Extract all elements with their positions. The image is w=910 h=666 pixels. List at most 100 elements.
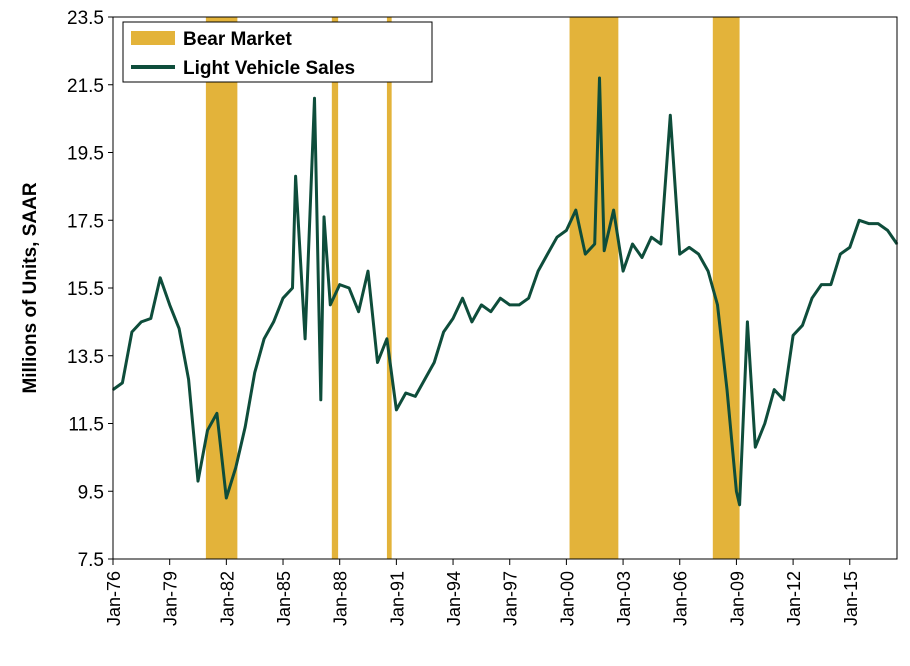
data-point (329, 304, 332, 306)
data-point (225, 497, 228, 499)
data-point (405, 392, 407, 394)
data-point (323, 216, 325, 218)
legend-label-light-vehicle-sales: Light Vehicle Sales (183, 58, 355, 79)
y-tick-label: 19.5 (67, 144, 104, 165)
bear-market-band (569, 17, 619, 559)
data-point (490, 310, 492, 313)
data-point (121, 382, 124, 384)
data-point (556, 236, 558, 238)
data-point (140, 321, 143, 323)
data-point (697, 253, 700, 255)
data-point (867, 222, 870, 225)
data-point (471, 321, 473, 323)
x-tick-label: Jan-79 (161, 571, 181, 626)
data-point (754, 446, 757, 449)
data-point (178, 327, 180, 330)
data-point (313, 97, 316, 100)
data-point (452, 317, 454, 320)
data-point (631, 243, 634, 245)
x-tick-label: Jan-85 (274, 571, 294, 626)
x-tick-label: Jan-82 (217, 571, 237, 626)
bear-market-band (386, 17, 392, 559)
x-tick-label: Jan-88 (331, 571, 351, 626)
data-point (244, 426, 246, 428)
data-point (678, 253, 681, 255)
data-point (773, 388, 775, 391)
data-point (811, 297, 813, 300)
bear-market-band (331, 17, 339, 559)
data-point (348, 287, 350, 289)
x-tick-label: Jan-00 (557, 571, 577, 626)
data-point (584, 253, 587, 255)
y-tick-label: 21.5 (67, 76, 104, 97)
data-point (546, 253, 549, 255)
data-point (442, 331, 445, 333)
data-point (168, 304, 171, 306)
data-point (395, 409, 398, 411)
data-point (593, 243, 596, 245)
x-tick-label: Jan-94 (444, 571, 464, 626)
data-point (272, 321, 275, 323)
data-point (433, 361, 436, 364)
data-point (877, 222, 879, 225)
data-point (764, 422, 766, 425)
data-point (565, 229, 568, 232)
data-point (707, 270, 709, 272)
data-point (527, 297, 530, 300)
data-point (216, 412, 218, 415)
data-point (820, 283, 823, 286)
data-point (423, 378, 426, 381)
data-point (235, 466, 237, 469)
x-tick-label: Jan-76 (104, 571, 124, 626)
data-point (669, 114, 672, 116)
data-point (518, 304, 520, 306)
data-point (386, 338, 388, 340)
data-point (650, 236, 653, 238)
data-point (291, 287, 294, 289)
data-point (480, 304, 483, 306)
data-point (376, 361, 379, 364)
data-point (282, 297, 284, 300)
data-point (598, 77, 601, 79)
data-point (716, 304, 719, 306)
data-point (150, 317, 152, 320)
data-point (792, 334, 794, 337)
data-point (886, 229, 889, 232)
data-point (338, 283, 341, 286)
x-tick-label: Jan-06 (671, 571, 691, 626)
data-point (726, 388, 728, 391)
data-point (830, 283, 832, 286)
data-point (263, 338, 265, 340)
data-point (641, 256, 643, 259)
data-point (801, 324, 804, 327)
x-tick-label: Jan-15 (841, 571, 861, 626)
data-point (839, 253, 842, 255)
data-point (461, 297, 464, 300)
data-point (688, 246, 690, 249)
data-point (782, 399, 785, 401)
data-point (622, 270, 624, 272)
data-point (858, 219, 860, 222)
x-tick-label: Jan-03 (614, 571, 634, 626)
data-point (508, 304, 511, 306)
x-tick-label: Jan-09 (727, 571, 747, 626)
data-point (612, 209, 615, 211)
data-point (206, 429, 209, 432)
data-point (367, 270, 369, 272)
legend-swatch-bear-market (131, 31, 175, 45)
data-point (357, 310, 360, 313)
data-point (294, 175, 297, 177)
bear-market-bands (205, 17, 740, 559)
data-point (320, 399, 322, 401)
data-point (159, 277, 161, 279)
data-point (738, 504, 741, 506)
axes: 7.5 9.5 11.5 13.5 15.5 17.5 19.5 21.5 23.5 Jan-76… (67, 8, 898, 626)
data-point (301, 283, 303, 286)
x-tick-label: Jan-91 (387, 571, 407, 626)
data-point (187, 378, 190, 381)
data-point (414, 395, 417, 398)
y-tick-label: 23.5 (67, 8, 104, 29)
data-point (746, 321, 749, 323)
data-point (849, 246, 851, 249)
